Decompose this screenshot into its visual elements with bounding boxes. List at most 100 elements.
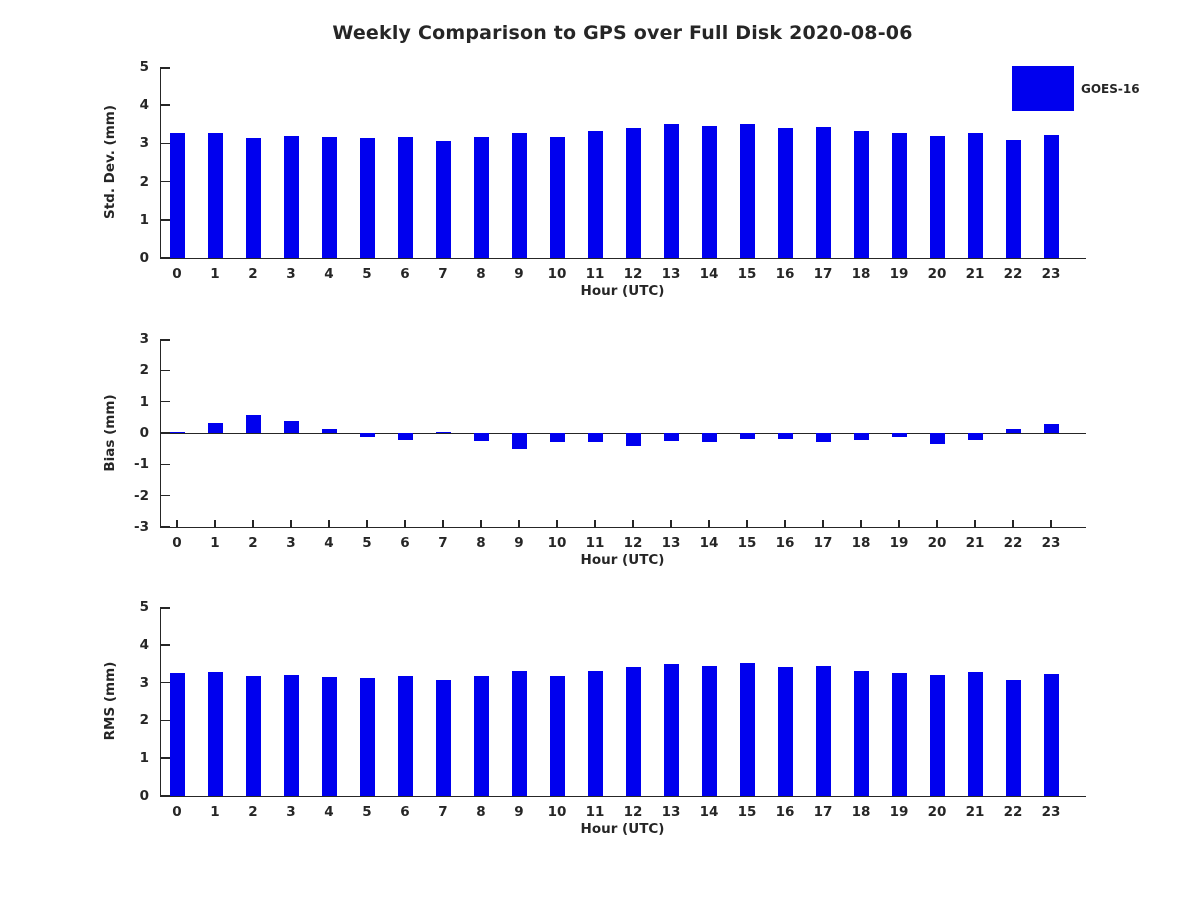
x-tick-label: 3 bbox=[286, 535, 296, 551]
x-tick-label: 10 bbox=[547, 535, 567, 551]
bar bbox=[929, 433, 945, 444]
y-tick bbox=[161, 681, 170, 684]
y-tick-label: 2 bbox=[139, 173, 149, 190]
bar bbox=[663, 124, 679, 258]
bar bbox=[891, 433, 907, 438]
bar bbox=[815, 126, 831, 258]
x-tick bbox=[366, 520, 368, 527]
x-tick-label: 18 bbox=[851, 804, 871, 820]
y-tick bbox=[161, 219, 170, 221]
bar bbox=[929, 675, 945, 796]
bar bbox=[1005, 140, 1021, 258]
bar bbox=[967, 433, 983, 441]
bar bbox=[1005, 428, 1021, 433]
x-tick bbox=[404, 520, 406, 527]
bar bbox=[853, 131, 869, 258]
y-tick bbox=[161, 339, 170, 341]
x-tick bbox=[594, 520, 596, 527]
bar bbox=[701, 126, 717, 258]
x-tick-label: 15 bbox=[737, 535, 757, 551]
x-tick-label: 9 bbox=[514, 804, 524, 820]
zero-line bbox=[161, 432, 1086, 434]
x-tick-label: 7 bbox=[438, 535, 448, 551]
x-tick-label: 14 bbox=[699, 535, 719, 551]
bar bbox=[549, 136, 565, 258]
y-tick bbox=[161, 525, 170, 527]
x-tick-label: 7 bbox=[438, 266, 448, 282]
x-tick bbox=[632, 520, 634, 527]
x-tick-label: 15 bbox=[737, 804, 757, 820]
x-tick-label: 14 bbox=[699, 804, 719, 820]
bar bbox=[701, 665, 717, 796]
x-tick-label: 22 bbox=[1003, 266, 1023, 282]
bar bbox=[625, 667, 641, 796]
plot-area-rms: 0 1 2 3 4 5 0 1 2 3 4 5 6 7 8 9 10 11 12 13 14 15 16 17 18 19 20 21… bbox=[140, 599, 1086, 820]
y-tick bbox=[161, 607, 170, 609]
x-tick-label: 16 bbox=[775, 266, 795, 282]
x-tick bbox=[746, 520, 748, 527]
y-tick bbox=[161, 369, 170, 372]
x-tick-label: 19 bbox=[889, 804, 909, 820]
bar bbox=[777, 667, 793, 796]
bar bbox=[397, 676, 413, 796]
y-tick bbox=[161, 494, 170, 497]
x-tick-label: 2 bbox=[248, 266, 258, 282]
bar bbox=[663, 663, 679, 796]
y-tick bbox=[161, 142, 170, 145]
bar bbox=[739, 433, 755, 439]
y-tick bbox=[161, 180, 170, 183]
bar bbox=[549, 433, 565, 442]
bar bbox=[1043, 674, 1059, 796]
bar bbox=[815, 665, 831, 796]
bar bbox=[511, 433, 527, 449]
x-tick-label: 4 bbox=[324, 804, 334, 820]
bar bbox=[435, 680, 451, 796]
y-tick bbox=[161, 400, 170, 403]
y-tick-label: 3 bbox=[139, 674, 149, 691]
bar bbox=[549, 676, 565, 796]
x-tick bbox=[670, 520, 672, 527]
bar bbox=[321, 676, 337, 796]
bar bbox=[169, 133, 185, 258]
x-tick bbox=[898, 520, 900, 527]
bar bbox=[283, 135, 299, 258]
chart-title: Weekly Comparison to GPS over Full Disk … bbox=[332, 22, 913, 44]
bar bbox=[967, 133, 983, 258]
x-tick-label: 3 bbox=[286, 266, 296, 282]
bar bbox=[359, 433, 375, 438]
y-tick-label: 1 bbox=[139, 211, 149, 228]
bar bbox=[663, 433, 679, 441]
y-tick-label: 1 bbox=[139, 393, 149, 410]
bar bbox=[587, 131, 603, 258]
x-tick-label: 20 bbox=[927, 266, 947, 282]
y-axis-label-rms: RMS (mm) bbox=[102, 661, 118, 741]
y-tick bbox=[161, 67, 170, 69]
x-tick bbox=[1050, 520, 1052, 527]
x-tick bbox=[176, 520, 178, 527]
x-tick-label: 10 bbox=[547, 266, 567, 282]
bar bbox=[245, 676, 261, 796]
x-tick-label: 12 bbox=[623, 266, 643, 282]
x-tick-label: 9 bbox=[514, 266, 524, 282]
x-tick-label: 2 bbox=[248, 535, 258, 551]
y-tick bbox=[161, 104, 170, 106]
x-tick-label: 18 bbox=[851, 535, 871, 551]
bar bbox=[283, 420, 299, 433]
bar bbox=[359, 138, 375, 258]
x-tick bbox=[860, 520, 862, 527]
x-tick-label: 1 bbox=[210, 804, 220, 820]
legend-swatch bbox=[1012, 66, 1074, 111]
x-tick bbox=[556, 520, 558, 527]
x-tick-label: 22 bbox=[1003, 535, 1023, 551]
x-tick-label: 11 bbox=[585, 535, 605, 551]
x-tick-label: 6 bbox=[400, 266, 410, 282]
y-tick bbox=[161, 794, 170, 796]
x-axis-label-std-dev: Hour (UTC) bbox=[580, 283, 665, 299]
bar bbox=[625, 128, 641, 258]
legend-label: GOES-16 bbox=[1081, 81, 1140, 96]
x-tick-label: 20 bbox=[927, 804, 947, 820]
x-tick-label: 6 bbox=[400, 804, 410, 820]
y-tick bbox=[161, 256, 170, 258]
bar bbox=[891, 133, 907, 258]
x-tick-label: 5 bbox=[362, 804, 372, 820]
